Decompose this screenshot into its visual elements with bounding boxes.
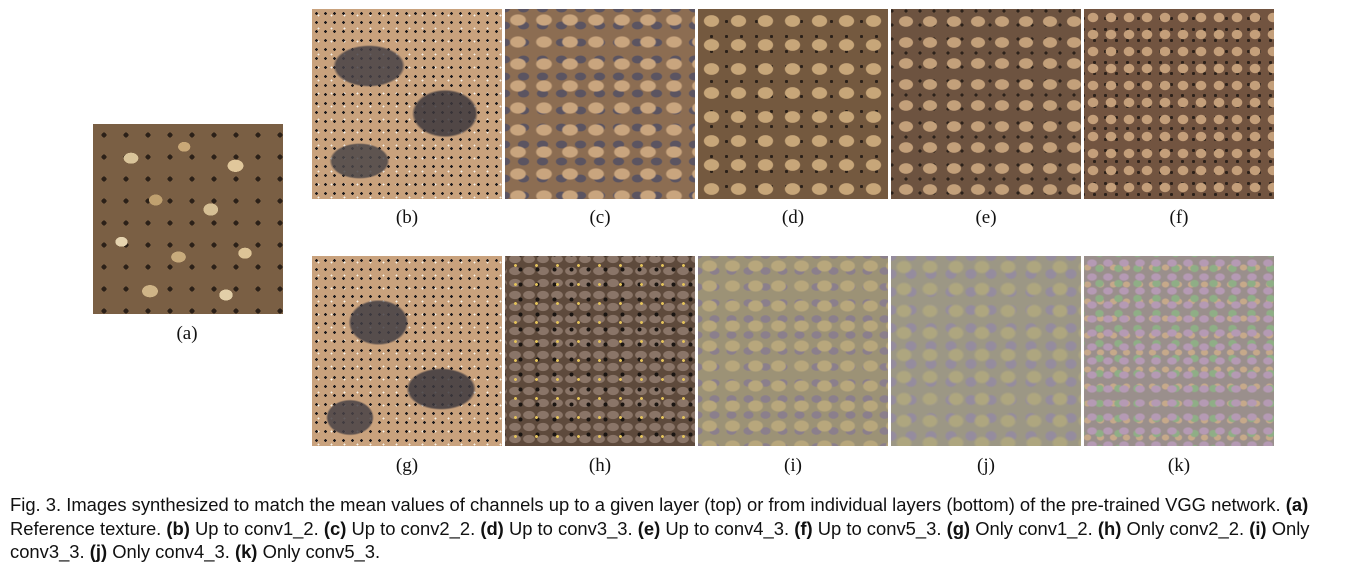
caption-tag-f: (f) [794, 517, 813, 539]
caption-tag-e: (e) [637, 517, 661, 539]
panel-i-label: (i) [784, 455, 802, 476]
caption-text-c: Up to conv2_2. [351, 517, 476, 539]
panel-c-label: (c) [589, 207, 611, 228]
caption-tag-j: (j) [89, 541, 108, 562]
caption-text-a: Reference texture. [10, 517, 162, 539]
caption-text-g: Only conv1_2. [975, 517, 1093, 539]
caption-text-b: Up to conv1_2. [195, 517, 319, 539]
caption-tag-k: (k) [234, 541, 258, 562]
panel-i-image [698, 256, 888, 446]
panel-c-image [505, 9, 695, 199]
caption-intro: Fig. 3. Images synthesized to match the … [10, 494, 1281, 515]
panel-d-image [698, 9, 888, 199]
panel-h-image [505, 256, 695, 446]
panel-b-label: (b) [395, 207, 419, 228]
caption-text-i: Only conv3_3. [10, 517, 1310, 563]
panel-j-image [891, 256, 1081, 446]
panel-k-image [1084, 256, 1274, 446]
panel-e-label: (e) [975, 207, 997, 228]
caption-tag-h: (h) [1097, 517, 1122, 539]
panel-d-label: (d) [781, 207, 805, 228]
caption-tag-b: (b) [166, 517, 190, 539]
panel-g-image [312, 256, 502, 446]
caption-tag-c: (c) [323, 517, 347, 539]
panel-k-label: (k) [1167, 455, 1191, 476]
panel-j-label: (j) [977, 455, 995, 476]
caption-tag-g: (g) [946, 517, 971, 539]
panel-h-label: (h) [588, 455, 612, 476]
panel-a-label: (a) [176, 323, 198, 344]
caption-text-k: Only conv5_3. [262, 541, 381, 562]
caption-tag-a: (a) [1285, 494, 1309, 515]
caption-text-e: Up to conv4_3. [665, 517, 790, 539]
caption-text-h: Only conv2_2. [1126, 517, 1245, 539]
panel-e-image [891, 9, 1081, 199]
panel-b-image [312, 9, 502, 199]
panel-f-label: (f) [1169, 207, 1189, 228]
panel-g-label: (g) [395, 455, 419, 476]
caption-tag-d: (d) [480, 517, 504, 539]
caption-text-j: Only conv4_3. [112, 541, 230, 562]
figure-caption: Fig. 3. Images synthesized to match the … [10, 493, 1355, 564]
panel-a-image [93, 124, 283, 314]
caption-text-d: Up to conv3_3. [508, 517, 633, 539]
caption-text-f: Up to conv5_3. [817, 517, 942, 539]
caption-tag-i: (i) [1249, 517, 1267, 539]
panel-f-image [1084, 9, 1274, 199]
